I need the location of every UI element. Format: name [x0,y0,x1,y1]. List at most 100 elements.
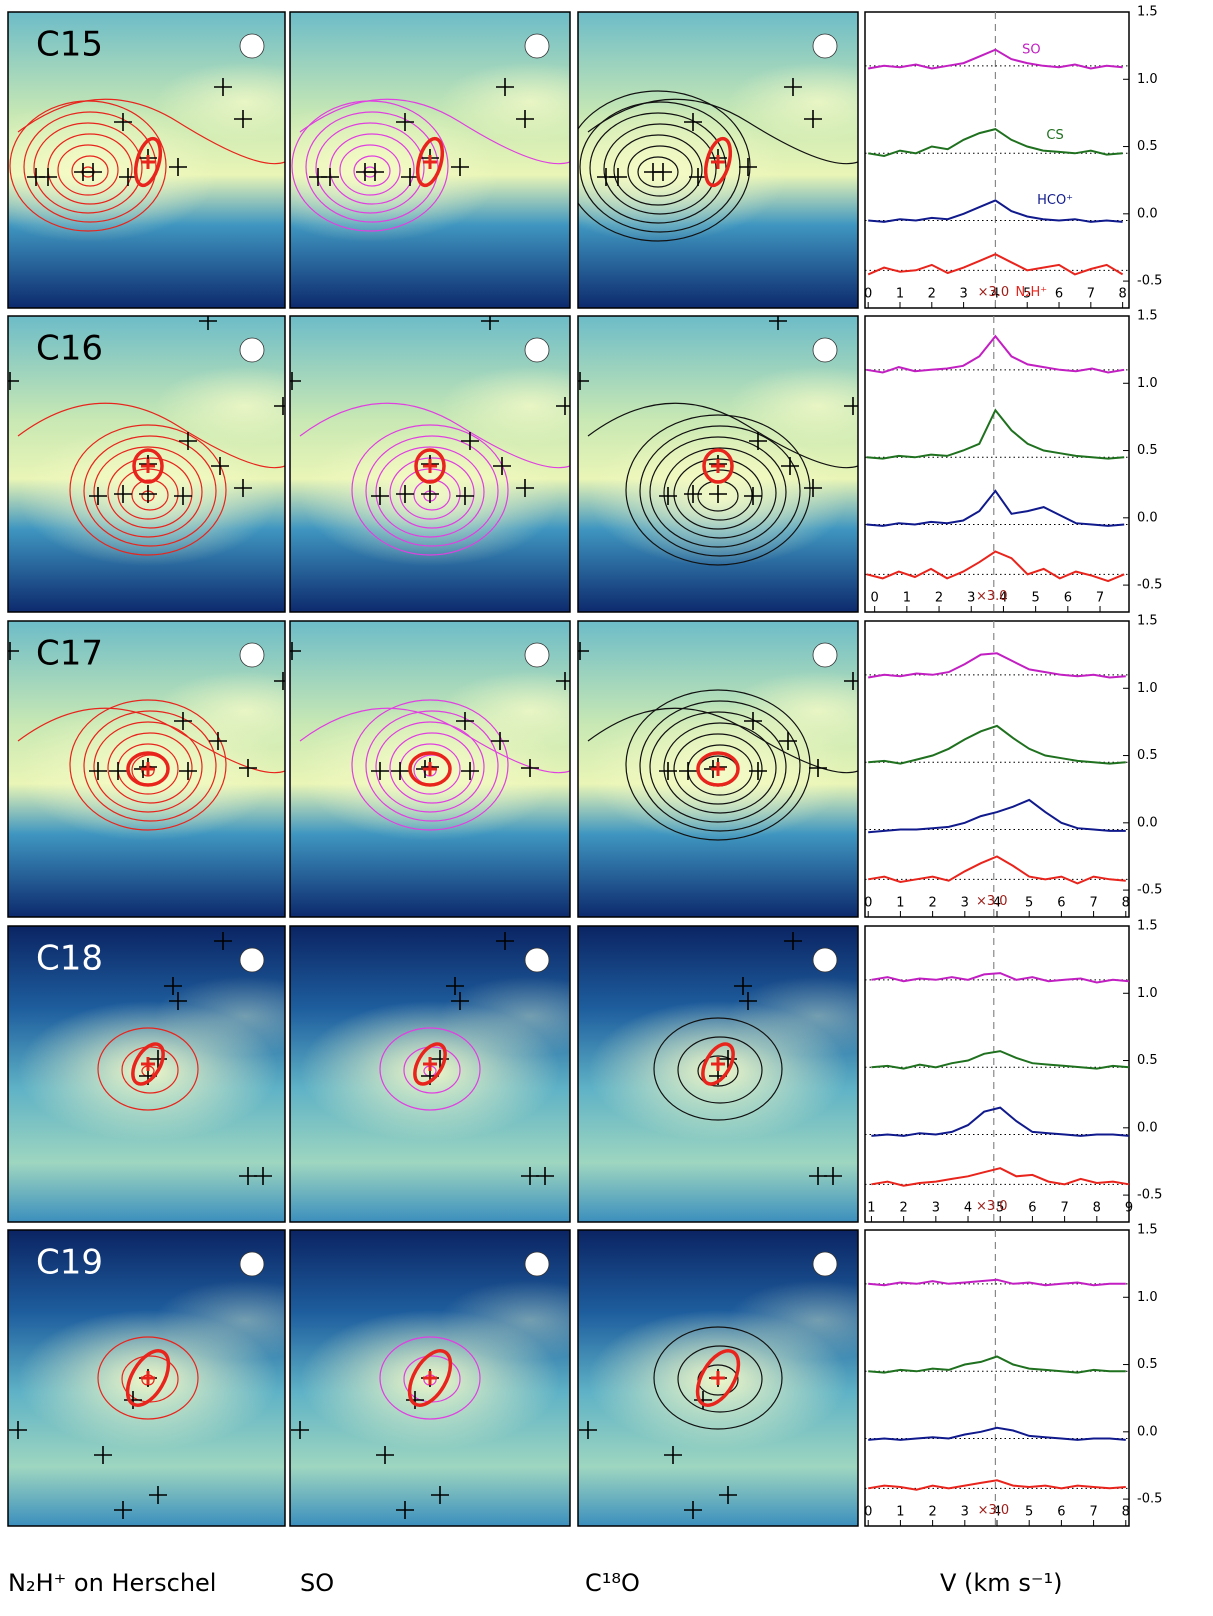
source-marker [371,487,389,505]
contour [649,436,787,548]
y-tick-label: 1.5 [1137,919,1158,934]
map-glow [440,62,570,142]
source-marker [179,432,197,450]
contour [83,710,217,822]
map-glow [155,671,285,751]
x-tick-label: 2 [935,591,943,606]
contour [69,424,227,556]
contour [351,699,509,831]
map-panel [290,1230,570,1526]
y-tick-label: 1.0 [1137,376,1158,391]
source-marker [396,485,414,503]
x-tick-label: 0 [864,287,872,302]
y-tick-label: 0.5 [1137,1053,1158,1068]
spectrum [868,1479,1126,1491]
source-marker [734,977,752,995]
source-marker [239,759,257,777]
spectra-frame [864,925,1130,1223]
map-panel [578,621,858,917]
source-marker [493,457,511,475]
map-panel [578,316,858,612]
contour [353,155,391,187]
x-tick-label: 5 [1023,287,1031,302]
spectrum [868,724,1126,765]
column-label: C¹⁸O [585,1569,640,1597]
map-frame [577,11,859,309]
source-marker [179,762,197,780]
x-tick-label: 1 [903,591,911,606]
series-label: CS [1046,128,1063,143]
core-marker [423,459,437,473]
contour [653,1017,783,1121]
source-marker [89,487,107,505]
x-tick-label: 3 [959,287,967,302]
contour [389,732,475,804]
x-tick-label: 7 [1089,896,1097,911]
spectrum [871,1167,1130,1187]
x-tick-label: 1 [896,287,904,302]
contour [107,732,193,804]
y-tick-label: -0.5 [1137,274,1162,289]
source-marker [214,932,232,950]
contour [57,144,119,196]
source-marker [371,762,389,780]
contour [639,700,801,832]
core-marker [423,1057,437,1071]
x-tick-label: 0 [864,1505,872,1520]
contour [677,1345,763,1413]
source-marker [290,372,301,390]
y-tick-label: 0.5 [1137,139,1158,154]
contour [365,435,499,547]
spectrum [868,1355,1126,1374]
y-tick-label: 1.5 [1137,614,1158,629]
map-panel [290,12,570,308]
source-marker [461,432,479,450]
contour [603,123,717,215]
x-tick-label: 5 [996,1201,1004,1216]
source-marker [396,113,414,131]
contour [673,733,763,805]
source-marker [401,168,419,186]
source-marker [8,372,19,390]
map-glow [440,976,570,1056]
contour [299,402,570,469]
map-frame [7,925,286,1223]
source-marker [396,1501,414,1519]
map-glow [728,366,858,446]
map-frame [289,620,571,918]
x-tick-label: 6 [1057,896,1065,911]
contour [578,90,751,242]
source-marker [209,732,227,750]
source-marker [9,1421,27,1439]
panel-title: C17 [36,634,103,674]
source-marker [254,1167,272,1185]
y-tick-label: 0.0 [1137,206,1158,221]
core-marker [423,762,437,776]
source-marker [406,1391,424,1409]
map-glow [440,671,570,751]
core-ellipse [415,136,445,188]
core-ellipse [696,751,740,787]
contour [653,1326,783,1430]
map-glow [728,976,858,1056]
source-marker [274,397,285,415]
x-tick-label: 0 [871,591,879,606]
source-marker [719,1486,737,1504]
source-marker [664,1446,682,1464]
contour [677,1036,763,1104]
x-tick-label: 8 [1118,287,1126,302]
core-ellipse [701,1042,735,1086]
contour [697,1055,739,1087]
core-marker [141,1371,155,1385]
map-panel [8,621,285,917]
beam [812,337,838,363]
x-tick-label: 3 [967,591,975,606]
core-ellipse [414,448,446,484]
y-tick-label: 0.5 [1137,748,1158,763]
y-tick-label: 1.5 [1137,5,1158,20]
core-ellipse [132,448,164,484]
contour [17,402,285,469]
x-tick-label: 3 [961,1505,969,1520]
source-marker [744,487,762,505]
x-tick-label: 2 [899,1201,907,1216]
